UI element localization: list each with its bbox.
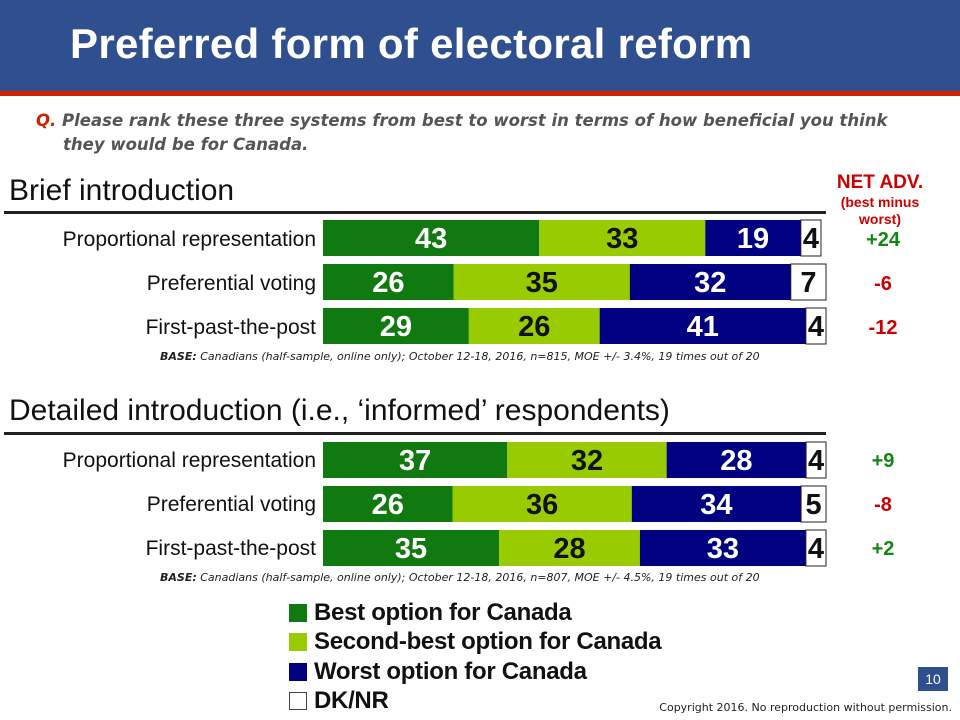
net-value: +2 [871, 538, 895, 560]
bar-segment [323, 530, 500, 566]
legend-item: Worst option for Canada [289, 657, 661, 687]
chart-legend: Best option for Canada Second-best optio… [289, 598, 662, 717]
question-prefix: Q. [36, 111, 57, 130]
bar-segment [800, 219, 822, 257]
net-value: -8 [874, 494, 892, 516]
panel-title-detailed: Detailed introduction (i.e., ‘informed’ … [9, 394, 670, 427]
net-advantage-sub-2: worst) [859, 211, 901, 227]
slide-title: Preferred form of electoral reform [70, 20, 753, 67]
net-advantage-title: NET ADV. [836, 172, 924, 193]
survey-question: Q. Please rank these three systems from … [36, 109, 956, 157]
question-line-1: Please rank these three systems from bes… [62, 111, 888, 130]
bar-segment [639, 530, 806, 566]
legend-label: DK/NR [314, 687, 389, 715]
net-value: -6 [874, 273, 892, 295]
bar-segment [452, 486, 632, 522]
bar-value-label: 36 [526, 489, 558, 521]
bar-segment [805, 307, 827, 345]
header-divider [0, 91, 960, 96]
bar-value-label: 35 [395, 533, 427, 565]
bar-segment [499, 530, 640, 566]
bar-segment [599, 308, 806, 344]
bar-segment [631, 486, 802, 522]
legend-swatch [289, 692, 307, 711]
bar-value-label: 7 [800, 267, 816, 299]
panel-rule-brief [4, 211, 826, 214]
legend-label: Worst option for Canada [314, 657, 587, 685]
bar-value-label: 28 [720, 445, 752, 477]
base-note-text: Canadians (half-sample, online only); Oc… [200, 571, 760, 584]
bar-value-label: 37 [399, 445, 431, 477]
bar-value-label: 26 [518, 311, 550, 343]
bar-value-label: 26 [372, 489, 404, 521]
bar-value-label: 34 [700, 489, 732, 521]
legend-label: Best option for Canada [314, 598, 572, 626]
copyright-notice: Copyright 2016. No reproduction without … [659, 701, 952, 714]
bar-segment [507, 442, 667, 478]
bar-segment [323, 486, 453, 522]
row-label: Preferential voting [146, 493, 316, 516]
bar-value-label: 33 [707, 533, 739, 565]
bar-value-label: 41 [687, 311, 719, 343]
bar-segment [705, 220, 801, 256]
bar-segment [629, 264, 791, 300]
row-label: Proportional representation [62, 228, 316, 251]
bar-segment [323, 442, 508, 478]
bar-value-label: 4 [808, 445, 824, 477]
bar-segment [805, 441, 827, 479]
bar-segment [805, 529, 827, 567]
bar-segment [539, 220, 706, 256]
bar-segment [666, 442, 807, 478]
bar-segment [323, 220, 540, 256]
bar-segment [800, 485, 827, 523]
legend-swatch [289, 633, 307, 652]
page-number: 10 [918, 667, 948, 691]
bar-value-label: 4 [808, 533, 824, 565]
base-note-detailed: BASE: Canadians (half-sample, online onl… [160, 571, 840, 584]
base-note-label: BASE: [160, 350, 197, 363]
net-value: -12 [868, 317, 898, 339]
legend-swatch [289, 603, 307, 622]
row-label: Proportional representation [62, 449, 316, 472]
net-value: +9 [871, 450, 895, 472]
base-note-brief: BASE: Canadians (half-sample, online onl… [160, 350, 840, 363]
bar-segment [323, 264, 454, 300]
bar-value-label: 19 [737, 223, 769, 255]
bar-value-label: 5 [805, 489, 821, 521]
legend-label: Second-best option for Canada [314, 628, 662, 656]
bar-segment [453, 264, 630, 300]
base-note-text: Canadians (half-sample, online only); Oc… [200, 350, 760, 363]
legend-item: Best option for Canada [289, 598, 661, 628]
row-label: First-past-the-post [145, 537, 316, 560]
base-note-label: BASE: [160, 571, 197, 584]
slide-header: Preferred form of electoral reform [0, 0, 960, 91]
row-label: First-past-the-post [145, 316, 316, 339]
bar-value-label: 26 [372, 267, 404, 299]
legend-swatch [289, 662, 307, 681]
legend-item: Second-best option for Canada [289, 628, 662, 658]
bar-segment [468, 308, 600, 344]
net-value: +24 [866, 229, 900, 251]
bar-value-label: 35 [526, 267, 558, 299]
bar-value-label: 32 [571, 445, 603, 477]
bar-value-label: 28 [553, 533, 585, 565]
panel-rule-detailed [4, 432, 826, 435]
bar-value-label: 32 [694, 267, 726, 299]
bar-value-label: 33 [606, 223, 638, 255]
question-line-2: they would be for Canada. [63, 135, 309, 154]
legend-item: DK/NR [289, 687, 661, 717]
bar-segment [790, 263, 827, 301]
row-label: Preferential voting [146, 272, 316, 295]
bar-value-label: 4 [803, 223, 819, 255]
bar-segment [323, 308, 469, 344]
net-advantage-header: NET ADV. (best minus worst) [800, 172, 960, 228]
bar-value-label: 43 [415, 223, 447, 255]
net-advantage-sub-1: (best minus [840, 194, 920, 210]
panel-title-brief: Brief introduction [9, 174, 235, 207]
bar-value-label: 4 [808, 311, 824, 343]
bar-value-label: 29 [380, 311, 412, 343]
